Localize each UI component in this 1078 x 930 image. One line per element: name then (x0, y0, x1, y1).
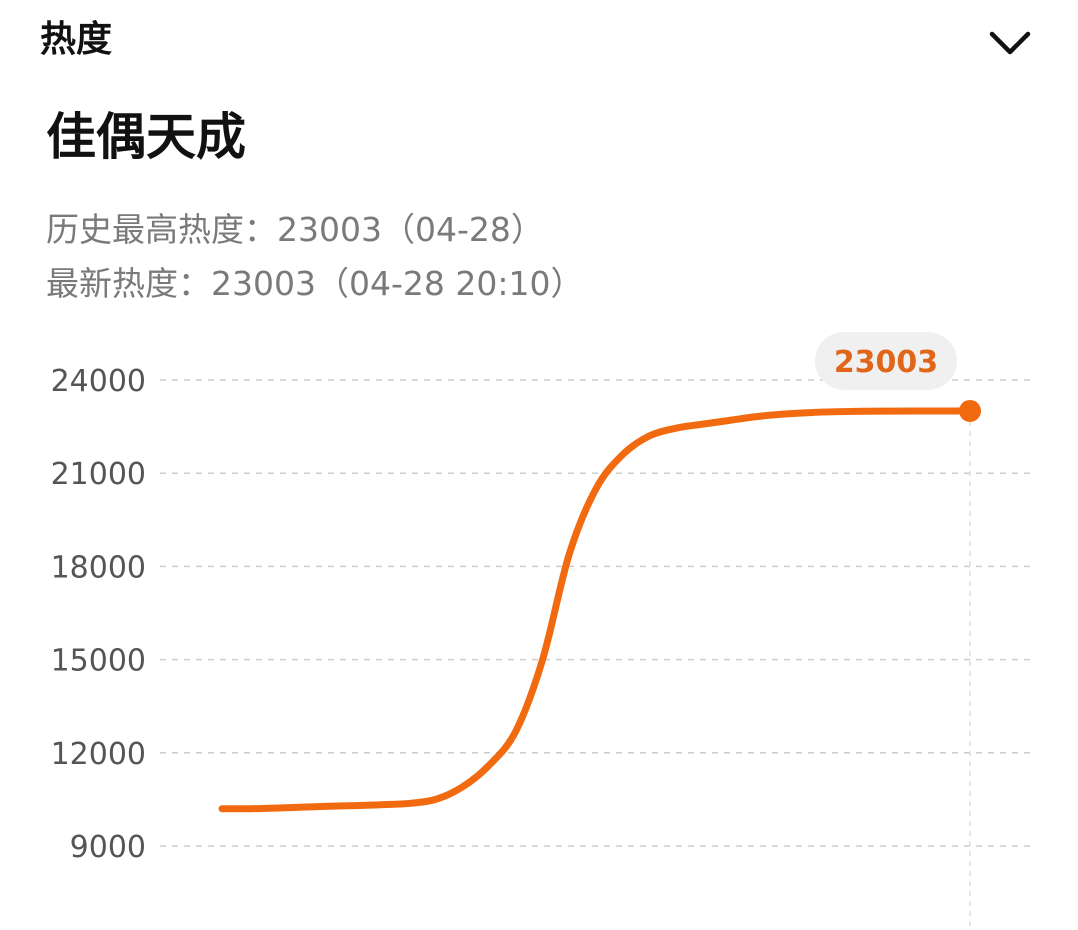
topic-title: 佳偶天成 (46, 108, 246, 166)
tooltip-layer: 23003 (815, 332, 957, 390)
latest-heat-label: 最新热度： (46, 264, 211, 303)
peak-heat-label: 历史最高热度： (46, 210, 277, 249)
tick-layer: 24000 21000 18000 15000 12000 9000 (51, 364, 146, 865)
latest-heat-line: 最新热度：23003（04-28 20:10） (46, 262, 583, 306)
line-layer (218, 399, 981, 813)
y-tick-label: 12000 (51, 737, 146, 772)
peak-heat-date: （04-28） (381, 210, 544, 249)
chevron-down-icon[interactable] (986, 22, 1034, 62)
peak-heat-line: 历史最高热度：23003（04-28） (46, 208, 544, 252)
header: 热度 (0, 0, 1078, 80)
latest-heat-value: 23003 (211, 264, 316, 303)
heat-trend-chart[interactable]: 24000 21000 18000 15000 12000 9000 23003 (0, 320, 1078, 926)
grid-layer (160, 379, 1030, 847)
tooltip-value: 23003 (834, 345, 938, 380)
heat-trend-svg: 24000 21000 18000 15000 12000 9000 23003 (51, 332, 1030, 926)
peak-heat-value: 23003 (277, 210, 382, 249)
y-tick-label: 18000 (51, 550, 146, 585)
y-tick-label: 15000 (51, 644, 146, 679)
latest-heat-time: （04-28 20:10） (315, 264, 584, 303)
y-tick-label: 24000 (51, 364, 146, 399)
heat-series-line (218, 407, 974, 813)
tooltip-bubble (815, 332, 957, 390)
y-tick-label: 21000 (51, 457, 146, 492)
header-title: 热度 (40, 19, 113, 60)
y-tick-label: 9000 (70, 830, 146, 865)
latest-point-marker[interactable] (959, 399, 981, 422)
